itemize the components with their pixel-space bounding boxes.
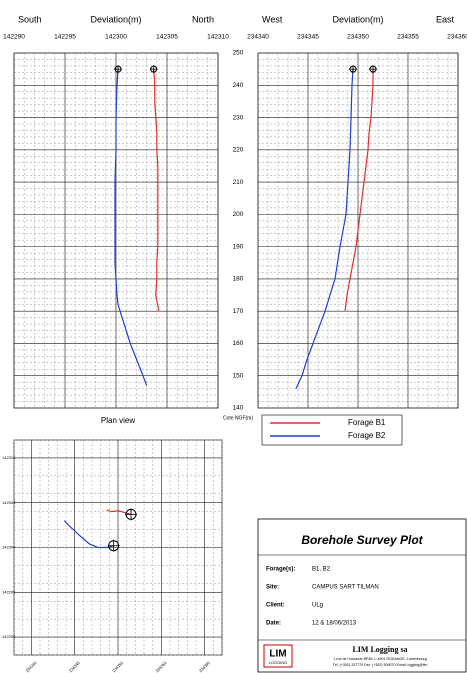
plot-title: Plan view (101, 416, 135, 425)
x-tick-label: 234355 (155, 660, 169, 673)
field-label: Site: (266, 585, 279, 591)
legend-label: Forage B2 (348, 431, 386, 440)
y-tick-label: 230 (233, 114, 244, 121)
x-tick-label: 234360 (447, 34, 467, 41)
x-tick-label: 142305 (156, 34, 178, 41)
field-label: Date: (266, 621, 281, 627)
y-tick-label: 160 (233, 340, 244, 347)
y-tick-label: 150 (233, 372, 244, 379)
y-tick-label: 250 (233, 50, 244, 57)
y-tick-label: 200 (233, 211, 244, 218)
series-line (114, 69, 148, 386)
y-tick-label: 140 (233, 405, 244, 412)
x-header: North (192, 14, 214, 24)
field-label: Forage(s): (266, 567, 295, 573)
y-tick-label: 170 (233, 308, 244, 315)
series-line (344, 69, 374, 312)
title-block: Borehole Survey Plot LIM LOGGING LIM Log… (257, 518, 467, 673)
contact: Tél. (+352) 337770 Fax: (+352) 509070 Em… (333, 663, 428, 667)
y-tick-label: 142310 (2, 455, 16, 460)
y-tick-label: 220 (233, 147, 244, 154)
legend-frame (261, 414, 403, 446)
x-axis-title: Deviation(m) (90, 14, 141, 24)
x-tick-label: 142295 (54, 34, 76, 41)
y-tick-label: 190 (233, 243, 244, 250)
y-axis-title: Cote NGF(m) (223, 415, 253, 421)
logo: LIM (269, 649, 286, 660)
field-label: Client: (266, 603, 285, 609)
x-tick-label: 142300 (105, 34, 127, 41)
y-tick-label: 142305 (2, 500, 16, 505)
x-header: West (262, 14, 283, 24)
legend: Forage B1 Forage B2 (261, 414, 403, 446)
x-tick-label: 234355 (397, 34, 419, 41)
x-tick-label: 234340 (25, 660, 39, 673)
y-tick-label: 240 (233, 82, 244, 89)
field-value: 12 & 18/06/2013 (312, 621, 357, 627)
series-line (295, 69, 354, 389)
series-line (153, 69, 160, 312)
block-title: Borehole Survey Plot (301, 533, 423, 547)
x-tick-label: 234340 (247, 34, 269, 41)
field-value: CAMPUS SART TILMAN (312, 585, 379, 591)
x-header: South (18, 14, 42, 24)
legend-label: Forage B1 (348, 418, 386, 427)
plot: 142290 142295 142300 142305 142310 250 240 230 2… (3, 14, 244, 411)
x-tick-label: 234360 (198, 660, 212, 673)
collar-marker (149, 65, 158, 74)
series-line (106, 509, 132, 515)
y-tick-label: 142300 (2, 545, 16, 550)
collar-marker (349, 65, 357, 74)
y-tick-label: 142290 (2, 634, 16, 639)
collar-marker (125, 508, 137, 521)
plot: 234340 234345 234350 234355 234360 142310 1423… (2, 416, 223, 673)
y-tick-label: 210 (233, 179, 244, 186)
y-tick-label: 180 (233, 276, 244, 283)
x-tick-label: 142310 (207, 34, 229, 41)
x-tick-label: 234350 (111, 660, 125, 673)
address: 1 rue de l'industrie BP48, L-4901 RODANG… (333, 657, 426, 661)
x-axis-title: Deviation(m) (332, 14, 383, 24)
logo-frame (263, 644, 293, 668)
series-line (63, 520, 114, 549)
title-block-frame (257, 518, 467, 673)
field-value: B1, B2 (312, 567, 331, 573)
x-tick-label: 234350 (347, 34, 369, 41)
x-tick-label: 234345 (68, 660, 82, 673)
x-tick-label: 234345 (297, 34, 319, 41)
logo-sub: LOGGING (269, 660, 288, 665)
x-header: East (436, 14, 455, 24)
collar-marker (107, 539, 120, 552)
x-tick-label: 142290 (3, 34, 25, 41)
y-tick-label: 142295 (2, 589, 16, 594)
field-value: ULg (312, 603, 323, 609)
collar-marker (369, 65, 377, 74)
company: LIM Logging sa (352, 645, 407, 654)
plot: 234340 234345 234350 234355 234360 West Deviat… (247, 14, 467, 409)
collar-marker (114, 65, 123, 74)
